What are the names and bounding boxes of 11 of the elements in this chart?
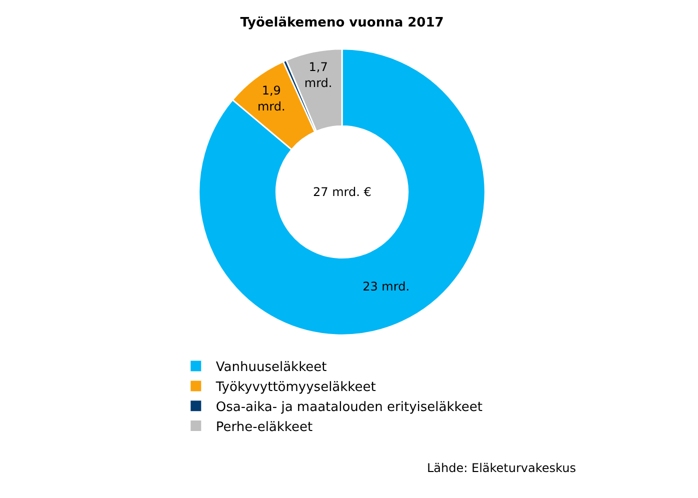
data-label: 1,7 mrd. — [304, 60, 332, 90]
legend-label: Vanhuuseläkkeet — [216, 360, 327, 376]
text: 27 mrd. € — [313, 185, 372, 199]
legend-label: Perhe-eläkkeet — [216, 420, 313, 435]
data-label: 1,9 mrd. — [257, 84, 286, 114]
text: Lähde: Eläketurvakeskus — [427, 461, 576, 475]
legend-label: Osa-aika- ja maatalouden erityiseläkkeet — [216, 400, 482, 415]
data-label: 23 mrd. — [362, 280, 410, 294]
chart-title: Työeläkemeno vuonna 2017 — [240, 16, 444, 31]
legend-label: Työkyvyttömyyseläkkeet — [214, 380, 376, 396]
donut-slice — [198, 48, 486, 336]
